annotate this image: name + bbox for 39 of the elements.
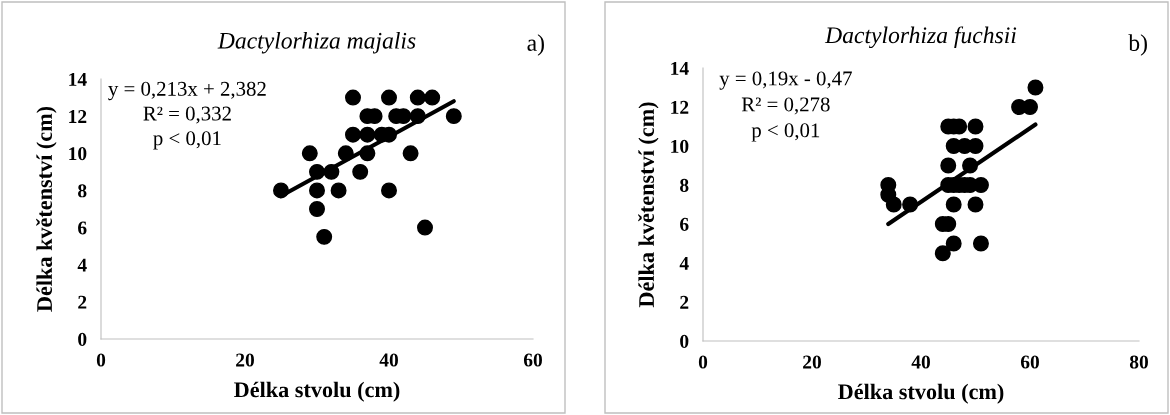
x-axis-title: Délka stvolu (cm) xyxy=(234,381,400,402)
x-tick-label: 60 xyxy=(523,353,542,367)
annotation: R² = 0,278 xyxy=(741,97,830,115)
y-tick-label: 12 xyxy=(671,100,689,114)
y-tick-label: 10 xyxy=(671,139,689,153)
x-axis-title: Délka stvolu (cm) xyxy=(838,383,1004,404)
y-tick-label: 8 xyxy=(680,178,689,192)
y-tick-label: 14 xyxy=(671,61,689,75)
x-tick-label: 20 xyxy=(236,353,254,367)
text: b) xyxy=(1128,34,1147,56)
y-tick-label: 4 xyxy=(77,258,87,272)
y-tick-label: 6 xyxy=(78,221,87,235)
y-tick-label: 2 xyxy=(680,295,689,309)
x-tick-label: 40 xyxy=(379,353,398,367)
y-tick-label: 8 xyxy=(78,184,87,198)
annotation: y = 0,213x + 2,382 xyxy=(108,81,266,101)
y-axis-title: Délka květenství (cm) xyxy=(638,102,659,308)
annotation: R² = 0,332 xyxy=(143,106,231,124)
y-tick-label: 6 xyxy=(680,217,689,231)
y-tick-label: 0 xyxy=(680,334,689,348)
x-tick-label: 0 xyxy=(698,355,708,369)
y-tick-label: 14 xyxy=(69,72,87,86)
y-tick-label: 4 xyxy=(679,256,689,270)
y-tick-label: 12 xyxy=(69,110,87,123)
text: a) xyxy=(527,34,544,56)
x-tick-label: 0 xyxy=(96,353,106,367)
x-tick-label: 60 xyxy=(1020,355,1039,369)
annotation: p < 0,01 xyxy=(153,131,221,150)
annotation: y = 0,19x - 0,47 xyxy=(719,71,852,90)
y-axis-title: Délka květenství (cm) xyxy=(36,106,57,312)
chart-title: Dactylorhiza majalis xyxy=(217,32,416,54)
y-tick-label: 10 xyxy=(69,147,87,161)
x-tick-label: 20 xyxy=(803,355,821,369)
y-tick-label: 2 xyxy=(78,295,87,309)
x-tick-label: 40 xyxy=(911,355,930,369)
y-tick-label: 0 xyxy=(78,332,87,346)
x-tick-label: 80 xyxy=(1129,355,1148,369)
annotation: p < 0,01 xyxy=(751,123,820,142)
chart-title: Dactylorhiza fuchsii xyxy=(824,26,1017,49)
